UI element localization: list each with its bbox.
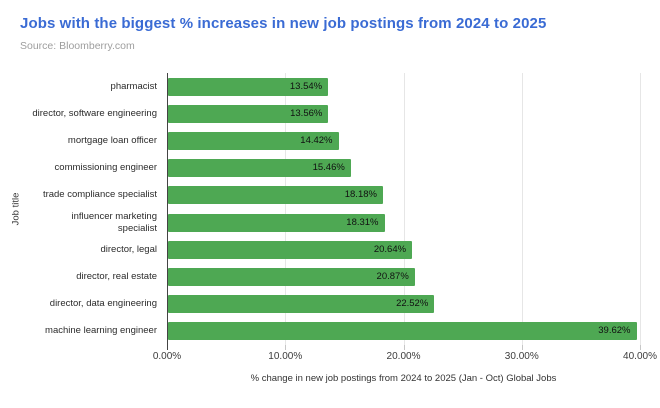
axis-tick-mark [403, 345, 405, 350]
gridline [285, 73, 287, 345]
bar-value-label: 18.31% [346, 216, 379, 228]
category-label: machine learning engineer [45, 325, 157, 337]
gridline [521, 73, 523, 345]
category-axis: pharmacist director, software engineering… [0, 73, 162, 345]
bar: 20.64% [168, 240, 413, 259]
bar: 15.46% [168, 159, 351, 178]
bar-value-label: 13.54% [289, 80, 323, 92]
bar-value-label: 39.62% [598, 325, 631, 337]
category-label: director, real estate [76, 271, 157, 283]
bar-value-label: 20.64% [373, 243, 407, 255]
axis-tick-mark [285, 345, 287, 350]
x-tick-label: 20.00% [386, 351, 421, 362]
category-label: mortgage loan officer [67, 135, 157, 147]
bar-value-label: 13.56% [290, 107, 323, 119]
bar-value-label: 15.46% [312, 162, 345, 174]
bar-value-label: 20.87% [376, 271, 409, 282]
bar: 39.62% [168, 322, 637, 341]
axis-tick-mark [640, 345, 641, 350]
bar: 20.87% [168, 268, 415, 286]
bar-value-label: 22.52% [396, 298, 429, 310]
x-axis-title: % change in new job postings from 2024 t… [250, 373, 557, 384]
x-tick-label: 0.00% [152, 351, 182, 362]
bar-value-label: 18.18% [344, 189, 377, 201]
axis-tick-mark [521, 345, 523, 350]
axis-tick-mark [167, 345, 168, 350]
category-label: influencer marketing specialist [71, 210, 157, 234]
category-label: pharmacist [110, 80, 157, 92]
category-label: director, software engineering [32, 107, 157, 119]
x-tick-label: 30.00% [504, 351, 539, 362]
bar-value-label: 14.42% [300, 135, 333, 146]
bar: 13.54% [168, 77, 329, 96]
bar: 22.52% [168, 295, 435, 314]
x-tick-label: 10.00% [268, 351, 303, 362]
category-label: director, legal [100, 243, 157, 255]
category-label: director, data engineering [49, 298, 157, 310]
bar: 14.42% [168, 132, 339, 150]
x-tick-label: 40.00% [623, 351, 657, 362]
gridline [640, 73, 641, 345]
bar: 18.18% [168, 186, 383, 205]
chart-title: Jobs with the biggest % increases in new… [20, 15, 547, 32]
bar: 13.56% [168, 104, 329, 123]
chart-source: Source: Bloomberry.com [20, 40, 135, 52]
x-axis-ticks: 0.00% 10.00% 20.00% 30.00% 40.00% [153, 351, 657, 363]
bar: 18.31% [168, 213, 385, 232]
category-label: commissioning engineer [54, 162, 157, 174]
gridline [403, 73, 405, 345]
plot-area: 13.54% 13.56% 14.42% 15.46% 18.18% 18.31% 20.6… [167, 73, 641, 350]
category-label: trade compliance specialist [42, 189, 157, 201]
